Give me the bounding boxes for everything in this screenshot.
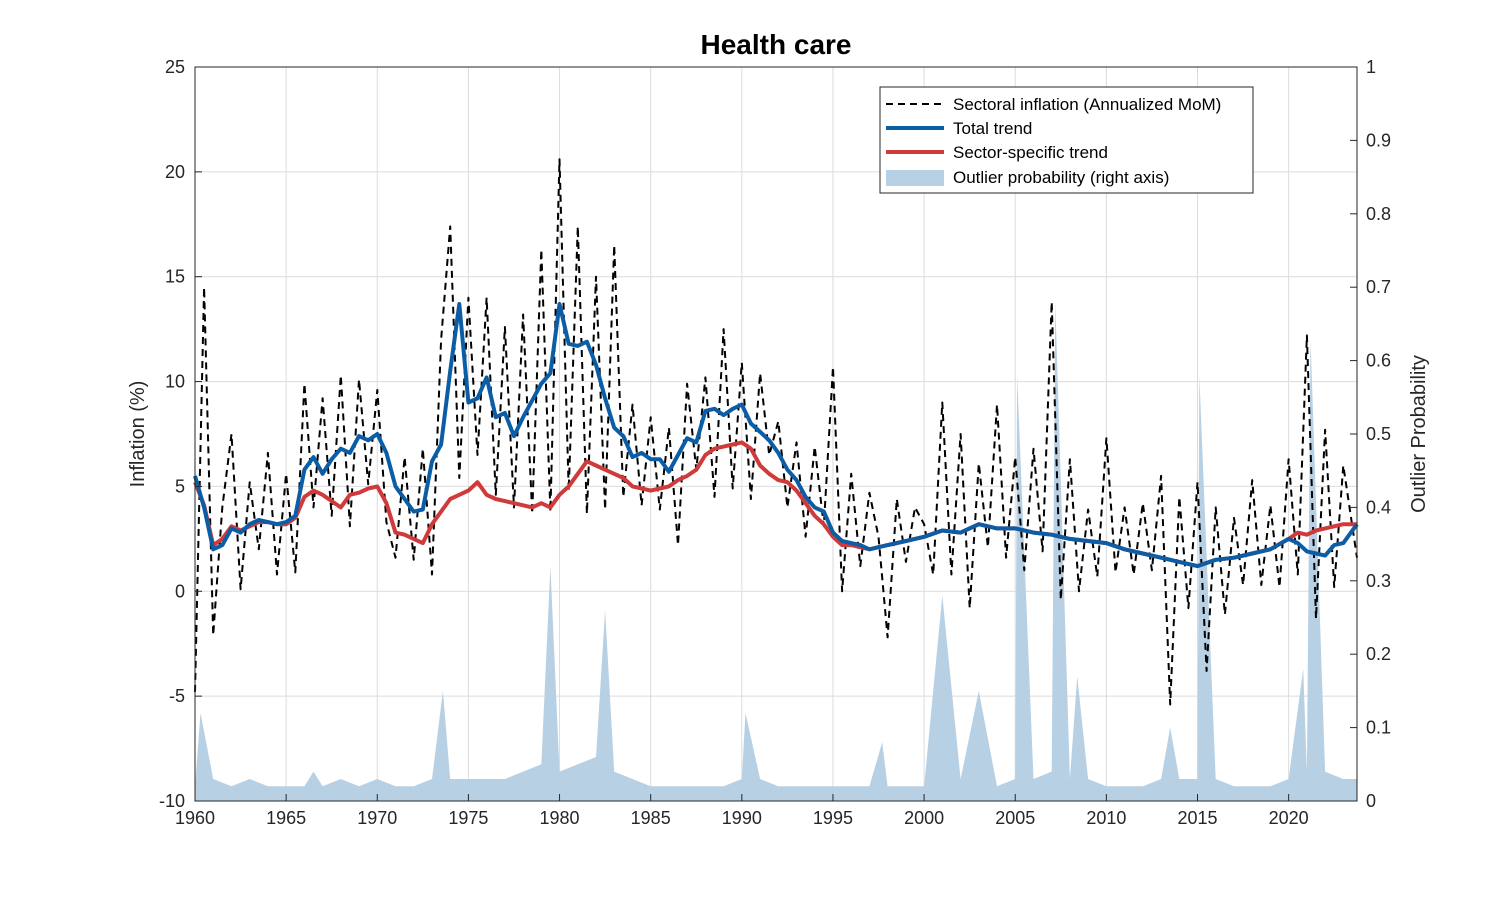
grid-lines <box>195 67 1357 801</box>
series-line-sectoral-inflation <box>194 158 1358 706</box>
x-tick-label: 2010 <box>1086 808 1126 828</box>
x-tick-label: 2000 <box>904 808 944 828</box>
right-y-axis-label: Outlier Probability <box>1408 355 1430 513</box>
right-y-tick-label: 0.8 <box>1366 204 1391 224</box>
right-y-tick-label: 1 <box>1366 57 1376 77</box>
legend: Sectoral inflation (Annualized MoM) Tota… <box>879 86 1254 194</box>
y-axis-ticks: -10 -5 0 5 10 15 20 25 <box>159 57 202 811</box>
right-y-tick-label: 0.2 <box>1366 644 1391 664</box>
x-tick-label: 1975 <box>448 808 488 828</box>
x-tick-label: 1985 <box>631 808 671 828</box>
right-y-tick-label: 0.5 <box>1366 424 1391 444</box>
x-tick-label: 1995 <box>813 808 853 828</box>
y-tick-label: 25 <box>165 57 185 77</box>
x-axis-ticks: 1960 1965 1970 1975 1980 1985 1990 1995 2000 2005… <box>175 794 1309 828</box>
right-y-axis-ticks: 0 0.1 0.2 0.3 0.4 0.5 0.6 0.7 0.8 0.9 1 <box>1350 57 1391 811</box>
x-tick-label: 2005 <box>995 808 1035 828</box>
right-y-tick-label: 0.3 <box>1366 571 1391 591</box>
x-tick-label: 1990 <box>722 808 762 828</box>
right-y-tick-label: 0.4 <box>1366 497 1391 517</box>
legend-swatch-outlier <box>886 170 944 186</box>
x-tick-label: 1970 <box>357 808 397 828</box>
right-y-tick-label: 0.1 <box>1366 718 1391 738</box>
x-tick-label: 2020 <box>1269 808 1309 828</box>
right-y-tick-label: 0 <box>1366 791 1376 811</box>
x-tick-label: 1965 <box>266 808 306 828</box>
series-lines-group <box>193 158 1359 706</box>
outlier-probability-area <box>195 301 1357 801</box>
x-tick-label: 1980 <box>540 808 580 828</box>
right-y-tick-label: 0.7 <box>1366 277 1391 297</box>
y-axis-label: Inflation (%) <box>127 381 149 488</box>
chart-title: Health care <box>701 29 852 60</box>
legend-label-sectoral: Sectoral inflation (Annualized MoM) <box>953 95 1221 114</box>
y-tick-label: -10 <box>159 791 185 811</box>
y-tick-label: 15 <box>165 267 185 287</box>
y-tick-label: 0 <box>175 581 185 601</box>
x-tick-label: 2015 <box>1177 808 1217 828</box>
legend-label-sector-trend: Sector-specific trend <box>953 143 1108 162</box>
y-tick-label: -5 <box>169 686 185 706</box>
right-y-tick-label: 0.6 <box>1366 351 1391 371</box>
y-tick-label: 10 <box>165 372 185 392</box>
x-tick-label: 1960 <box>175 808 215 828</box>
right-y-tick-label: 0.9 <box>1366 130 1391 150</box>
series-line-total-trend <box>193 302 1359 569</box>
legend-label-outlier: Outlier probability (right axis) <box>953 168 1169 187</box>
outlier-probability-area-group <box>195 301 1357 801</box>
y-tick-label: 20 <box>165 162 185 182</box>
y-tick-label: 5 <box>175 476 185 496</box>
legend-label-total-trend: Total trend <box>953 119 1032 138</box>
